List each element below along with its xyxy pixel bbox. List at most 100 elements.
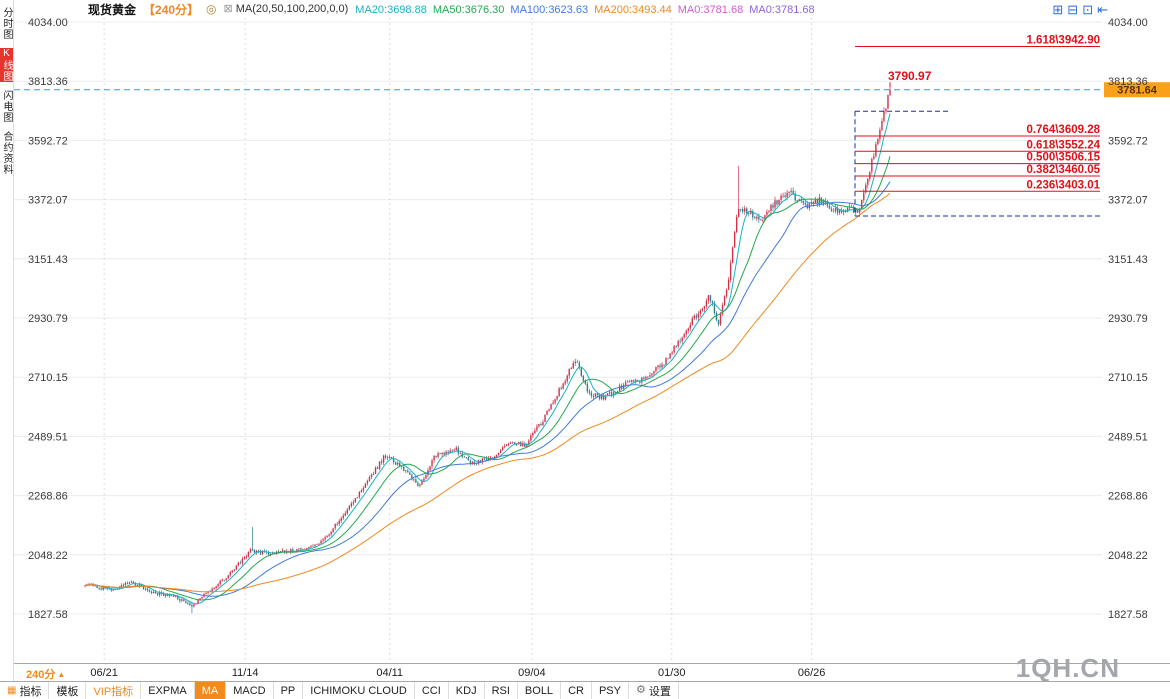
ma-value-4: MA200:3493.44	[594, 4, 672, 16]
chart-layout-icon-3[interactable]: ⊡	[1082, 1, 1094, 17]
svg-text:3151.43: 3151.43	[28, 254, 68, 266]
svg-text:3813.36: 3813.36	[1108, 76, 1148, 88]
sidebar-tab-2[interactable]: K线图	[0, 48, 13, 82]
svg-text:3372.07: 3372.07	[28, 195, 68, 207]
indicator-toolbar: ▦ 指标 模板 VIP指标 EXPMA MA MACD PP ICHIMOKU CLOUD CCI…	[0, 681, 1170, 699]
ma-line-MA20	[84, 113, 891, 605]
up-triangle-icon: ▲	[57, 669, 66, 679]
toolbar-item-6[interactable]: MACD	[226, 682, 274, 699]
toolbar-item-4[interactable]: EXPMA	[141, 682, 195, 699]
current-price-line: 3781.64	[14, 82, 1170, 98]
interval-label: 【240分】	[143, 2, 200, 17]
svg-text:2268.86: 2268.86	[28, 491, 68, 503]
toolbar-item-label: 模板	[56, 685, 79, 698]
x-axis-label: 01/30	[657, 667, 686, 679]
current-price-badge	[1104, 82, 1170, 98]
toolbar-item-label: 设置	[648, 685, 671, 698]
svg-text:1.618\3942.90: 1.618\3942.90	[1026, 34, 1100, 46]
x-axis-label: 06/21	[90, 667, 118, 679]
svg-text:1827.58: 1827.58	[28, 609, 68, 621]
fib-retracement: 1.618\3942.900.764\3609.280.618\3552.240…	[854, 34, 1101, 217]
toolbar-item-13[interactable]: CR	[561, 682, 592, 699]
sidebar-tab-1[interactable]: 分时图	[1, 7, 12, 40]
toolbar-item-8[interactable]: ICHIMOKU CLOUD	[303, 682, 415, 699]
x-axis-label: 06/26	[797, 667, 826, 679]
ma-value-3: MA100:3623.63	[510, 4, 589, 16]
svg-text:0.382\3460.05: 0.382\3460.05	[1026, 164, 1100, 176]
toolbar-item-15[interactable]: ⚙ 设置	[629, 682, 679, 699]
toolbar-item-label: 指标	[19, 685, 42, 698]
ma-value-1: MA20:3698.88	[355, 4, 427, 16]
y-axis-labels: 4034.00 4034.00 3813.36 3813.36 3592.72 3592.…	[28, 18, 1148, 621]
sidebar-tab-3[interactable]: 闪电图	[1, 90, 12, 123]
toolbar-item-label: MA	[201, 684, 219, 697]
svg-text:3781.64: 3781.64	[1117, 85, 1158, 97]
svg-text:2489.51: 2489.51	[1108, 431, 1148, 443]
svg-text:1827.58: 1827.58	[1108, 609, 1148, 621]
ma-close-icon[interactable]: ⊠	[223, 2, 233, 15]
toolbar-item-10[interactable]: KDJ	[449, 682, 485, 699]
interval-badge[interactable]: 240分 ▲	[26, 666, 65, 682]
x-axis-label: 09/04	[518, 667, 546, 679]
ma-line-MA50	[84, 156, 891, 601]
chart-layout-icons: ⊞ ⊟ ⊡ ⇤	[1052, 0, 1108, 18]
toolbar-item-label: MACD	[233, 684, 266, 697]
indicator-grid-icon: ▦	[7, 684, 17, 696]
svg-text:2930.79: 2930.79	[1108, 313, 1148, 325]
toolbar-item-label: VIP指标	[93, 685, 134, 698]
svg-text:2268.86: 2268.86	[1108, 491, 1148, 503]
svg-text:2710.15: 2710.15	[28, 372, 68, 384]
ma-value-2: MA50:3676.30	[432, 4, 505, 16]
svg-text:2930.79: 2930.79	[28, 313, 68, 325]
eye-icon[interactable]: ◎	[206, 2, 217, 16]
sidebar-tab-4[interactable]: 合约资料	[1, 131, 12, 175]
toolbar-item-1[interactable]: ▦ 指标	[0, 682, 50, 699]
session-high-marker: 3790.97	[888, 69, 932, 88]
toolbar-item-14[interactable]: PSY	[592, 682, 629, 699]
chart-layout-icon-1[interactable]: ⊞	[1052, 1, 1064, 17]
toolbar-item-label: ICHIMOKU CLOUD	[310, 684, 407, 697]
grid	[14, 18, 1102, 663]
gear-icon: ⚙	[635, 684, 646, 696]
svg-text:2048.22: 2048.22	[1108, 550, 1148, 562]
symbol-title: 现货黄金	[88, 2, 137, 17]
toolbar-item-11[interactable]: RSI	[485, 682, 518, 699]
x-axis-label: 11/14	[231, 667, 259, 679]
ma-line-MA200	[84, 192, 891, 593]
ma-indicator-chip[interactable]: ⊠ MA(20,50,100,200,0,0)	[224, 3, 349, 15]
toolbar-item-3[interactable]: VIP指标	[86, 682, 142, 699]
toolbar-item-label: CR	[568, 684, 584, 697]
svg-text:0.618\3552.24: 0.618\3552.24	[1026, 139, 1100, 151]
svg-text:0.236\3403.01: 0.236\3403.01	[1026, 179, 1100, 191]
ma-lines	[84, 113, 891, 605]
svg-text:3592.72: 3592.72	[28, 135, 68, 147]
x-axis-label: 04/11	[376, 667, 404, 679]
interval-badge-label: 240分	[26, 669, 56, 681]
svg-text:2710.15: 2710.15	[1108, 372, 1148, 384]
chart-layout-icon-4[interactable]: ⇤	[1097, 1, 1108, 17]
ma-value-5: MA0:3781.68	[677, 4, 744, 16]
candles-group	[84, 87, 891, 614]
svg-text:3151.43: 3151.43	[1108, 254, 1148, 266]
chart-header: 现货黄金 【240分】 ◎ ⊠ MA(20,50,100,200,0,0) MA…	[14, 0, 1170, 18]
ma-line-MA100	[84, 181, 891, 597]
ma-settings-label: MA(20,50,100,200,0,0)	[235, 3, 349, 15]
svg-text:4034.00: 4034.00	[1108, 18, 1148, 29]
svg-text:4034.00: 4034.00	[28, 18, 68, 29]
toolbar-item-label: PSY	[598, 684, 621, 697]
toolbar-item-label: RSI	[491, 684, 510, 697]
time-axis: 240分 ▲ 06/21 11/14 04/11 09/04 01/30 06/26	[0, 663, 1170, 682]
candlestick-chart[interactable]: 1.618\3942.900.764\3609.280.618\3552.240…	[14, 18, 1170, 663]
chart-layout-icon-2[interactable]: ⊟	[1067, 1, 1079, 17]
toolbar-item-9[interactable]: CCI	[415, 682, 449, 699]
svg-text:0.500\3506.15: 0.500\3506.15	[1026, 152, 1100, 164]
toolbar-item-12[interactable]: BOLL	[518, 682, 562, 699]
svg-text:3790.97: 3790.97	[888, 69, 932, 83]
ma-value-6: MA0:3781.68	[749, 4, 815, 16]
toolbar-item-2[interactable]: 模板	[49, 682, 87, 699]
chart-type-sidebar: 分时图 K线图闪电图合约资料	[0, 0, 14, 681]
toolbar-item-7[interactable]: PP	[274, 682, 304, 699]
svg-text:3592.72: 3592.72	[1108, 135, 1148, 147]
toolbar-item-5[interactable]: MA	[194, 682, 227, 699]
